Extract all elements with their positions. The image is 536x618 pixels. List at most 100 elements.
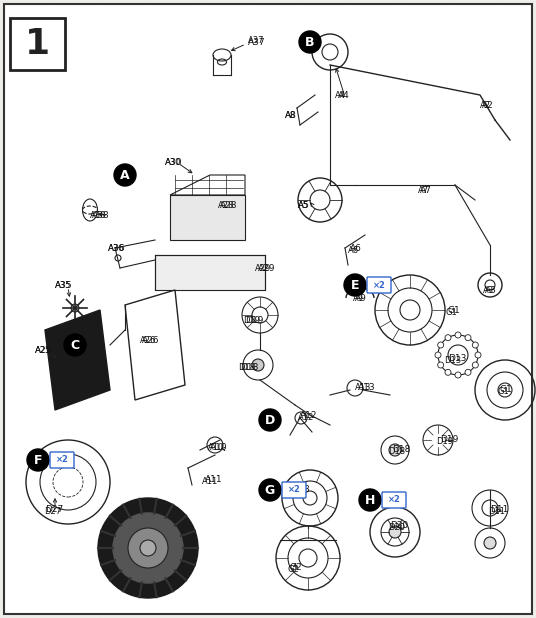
Text: G3: G3 xyxy=(296,488,308,496)
Text: A29: A29 xyxy=(258,263,276,273)
Text: A37: A37 xyxy=(248,38,266,46)
Circle shape xyxy=(344,274,366,296)
Text: A26: A26 xyxy=(142,336,160,344)
Text: A38: A38 xyxy=(92,211,110,219)
Text: A12: A12 xyxy=(300,410,317,420)
Text: A35: A35 xyxy=(55,281,71,289)
Circle shape xyxy=(98,498,198,598)
Circle shape xyxy=(445,335,451,341)
Circle shape xyxy=(259,409,281,431)
FancyBboxPatch shape xyxy=(170,195,245,240)
Text: A35: A35 xyxy=(55,281,72,289)
Text: D19: D19 xyxy=(440,436,458,444)
Circle shape xyxy=(389,526,401,538)
Text: ×2: ×2 xyxy=(373,281,385,289)
Text: A9: A9 xyxy=(355,294,367,302)
Text: D11: D11 xyxy=(488,507,505,517)
Text: D13: D13 xyxy=(448,353,466,363)
Circle shape xyxy=(252,359,264,371)
Circle shape xyxy=(259,479,281,501)
Circle shape xyxy=(389,444,401,456)
Text: A3: A3 xyxy=(483,286,494,295)
Text: A5: A5 xyxy=(298,200,310,210)
Circle shape xyxy=(359,489,381,511)
Circle shape xyxy=(438,342,444,348)
Text: D13: D13 xyxy=(444,355,461,365)
Text: D19: D19 xyxy=(436,438,453,446)
Text: D19: D19 xyxy=(245,316,263,324)
Circle shape xyxy=(27,449,49,471)
Circle shape xyxy=(435,352,441,358)
Circle shape xyxy=(71,304,79,312)
Text: A36: A36 xyxy=(108,243,124,253)
Text: G1: G1 xyxy=(446,308,458,316)
Circle shape xyxy=(455,332,461,338)
Text: ×2: ×2 xyxy=(56,455,69,465)
Text: D12: D12 xyxy=(153,572,170,582)
Text: A13: A13 xyxy=(355,384,371,392)
Text: D: D xyxy=(265,413,275,426)
Text: A6: A6 xyxy=(348,245,359,255)
Text: 1: 1 xyxy=(25,27,49,61)
Text: A13: A13 xyxy=(358,384,376,392)
Circle shape xyxy=(64,334,86,356)
FancyBboxPatch shape xyxy=(50,452,74,468)
Text: D20: D20 xyxy=(390,520,408,530)
FancyBboxPatch shape xyxy=(155,255,265,290)
Text: ×2: ×2 xyxy=(388,496,400,504)
Circle shape xyxy=(128,528,168,568)
Text: G2: G2 xyxy=(290,564,303,572)
Text: H: H xyxy=(365,494,375,507)
Text: A10: A10 xyxy=(208,444,224,452)
Text: G1: G1 xyxy=(448,305,461,315)
Circle shape xyxy=(299,31,321,53)
Text: F: F xyxy=(34,454,42,467)
Text: A37: A37 xyxy=(248,35,264,44)
Text: D11: D11 xyxy=(490,506,508,515)
Text: A6: A6 xyxy=(350,243,362,253)
Text: G: G xyxy=(265,483,275,496)
Text: A7: A7 xyxy=(420,185,432,195)
Circle shape xyxy=(140,540,156,556)
Text: A38: A38 xyxy=(90,211,107,219)
Text: A9: A9 xyxy=(353,294,364,302)
Text: A: A xyxy=(120,169,130,182)
Text: G2: G2 xyxy=(288,565,300,575)
FancyBboxPatch shape xyxy=(4,4,532,614)
Circle shape xyxy=(472,342,478,348)
Circle shape xyxy=(445,370,451,375)
Text: A11: A11 xyxy=(205,475,222,485)
Text: D27: D27 xyxy=(44,507,61,517)
Text: D18: D18 xyxy=(388,447,405,457)
Circle shape xyxy=(465,370,471,375)
Text: D18: D18 xyxy=(238,363,255,373)
Circle shape xyxy=(484,537,496,549)
Text: D19: D19 xyxy=(243,316,260,324)
Text: A30: A30 xyxy=(165,158,183,166)
Text: G1: G1 xyxy=(498,387,510,397)
Text: A11: A11 xyxy=(202,478,218,486)
Circle shape xyxy=(114,164,136,186)
Circle shape xyxy=(475,352,481,358)
Text: A2: A2 xyxy=(482,101,494,109)
Text: A26: A26 xyxy=(140,336,157,344)
FancyBboxPatch shape xyxy=(367,277,391,293)
Text: D20: D20 xyxy=(388,522,405,531)
FancyBboxPatch shape xyxy=(282,482,306,498)
Text: E: E xyxy=(351,279,359,292)
Circle shape xyxy=(113,513,183,583)
Text: A10: A10 xyxy=(210,444,228,452)
Text: A25: A25 xyxy=(35,345,53,355)
Text: A30: A30 xyxy=(165,158,181,166)
Circle shape xyxy=(472,362,478,368)
Text: D18: D18 xyxy=(392,446,411,454)
FancyBboxPatch shape xyxy=(382,492,406,508)
Text: A5: A5 xyxy=(298,200,309,210)
FancyBboxPatch shape xyxy=(10,18,65,70)
Text: A7: A7 xyxy=(418,185,429,195)
Text: A28: A28 xyxy=(218,200,234,210)
Text: D27: D27 xyxy=(45,506,63,515)
Text: A29: A29 xyxy=(255,263,271,273)
Text: A36: A36 xyxy=(108,243,125,253)
Text: A4: A4 xyxy=(335,90,346,99)
